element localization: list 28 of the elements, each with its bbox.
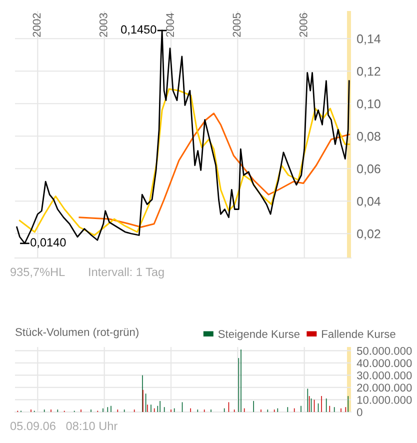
text: Intervall: 1 Tag	[89, 267, 164, 279]
x-tick-label: 2004	[166, 12, 174, 37]
y-tick-label: 0,08	[357, 132, 380, 142]
y-tick-label: 0,02	[357, 229, 380, 240]
y-tick-label: 20.000.000	[357, 384, 412, 392]
text: 05.09.06 08:10 Uhr	[10, 422, 118, 430]
y-tick-label: 40.000.000	[356, 359, 412, 368]
annotation: 0,1450	[121, 25, 156, 36]
y-tick-label: 0	[356, 408, 362, 416]
legend-label: Fallende Kurse	[322, 330, 396, 338]
x-tick-label: 2005	[232, 13, 241, 37]
y-tick-label: 0,14	[357, 34, 381, 45]
y-tick-label: 0,06	[357, 164, 380, 175]
y-tick-label: 10.000.000	[357, 396, 412, 404]
line-series	[78, 112, 350, 228]
x-tick-label: 2006	[299, 13, 308, 37]
y-tick-label: 0,12	[357, 66, 380, 78]
y-tick-label: 30.000.000	[356, 371, 412, 380]
y-tick-label: 0,04	[357, 196, 381, 208]
chart-title: Stück-Volumen (rot-grün)	[16, 328, 138, 338]
y-tick-label: 0,10	[357, 99, 380, 110]
annotation: 0,0140	[30, 238, 66, 248]
legend-label: Steigende Kurse	[218, 330, 300, 340]
line-series	[18, 88, 350, 236]
x-tick-label: 2002	[32, 13, 41, 37]
x-tick-label: 2003	[99, 13, 108, 37]
text: 935,7%HL	[10, 268, 65, 278]
y-tick-label: 50.000.000	[357, 346, 412, 355]
